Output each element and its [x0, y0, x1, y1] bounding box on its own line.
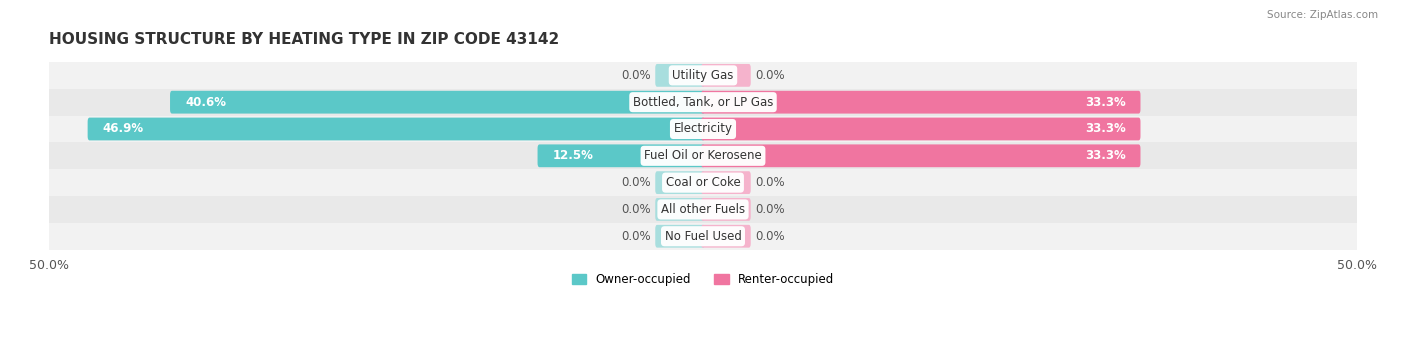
Text: 0.0%: 0.0%: [755, 176, 785, 189]
FancyBboxPatch shape: [702, 64, 751, 87]
FancyBboxPatch shape: [702, 118, 1140, 140]
Bar: [49, 223, 1357, 250]
Bar: [49, 89, 1357, 116]
Text: Bottled, Tank, or LP Gas: Bottled, Tank, or LP Gas: [633, 96, 773, 109]
Text: 0.0%: 0.0%: [621, 69, 651, 82]
Text: No Fuel Used: No Fuel Used: [665, 230, 741, 243]
FancyBboxPatch shape: [702, 171, 751, 194]
FancyBboxPatch shape: [702, 91, 1140, 114]
Text: Fuel Oil or Kerosene: Fuel Oil or Kerosene: [644, 149, 762, 162]
Text: 0.0%: 0.0%: [621, 230, 651, 243]
Text: 0.0%: 0.0%: [755, 203, 785, 216]
FancyBboxPatch shape: [655, 225, 704, 248]
Bar: [49, 143, 1357, 169]
Bar: [49, 169, 1357, 196]
Bar: [49, 116, 1357, 143]
FancyBboxPatch shape: [655, 198, 704, 221]
Text: 0.0%: 0.0%: [755, 230, 785, 243]
Text: HOUSING STRUCTURE BY HEATING TYPE IN ZIP CODE 43142: HOUSING STRUCTURE BY HEATING TYPE IN ZIP…: [49, 32, 560, 47]
FancyBboxPatch shape: [702, 144, 1140, 167]
FancyBboxPatch shape: [655, 171, 704, 194]
Bar: [49, 62, 1357, 89]
Text: 33.3%: 33.3%: [1084, 96, 1125, 109]
Bar: [49, 196, 1357, 223]
FancyBboxPatch shape: [702, 225, 751, 248]
Text: 12.5%: 12.5%: [553, 149, 593, 162]
Text: 33.3%: 33.3%: [1084, 149, 1125, 162]
Legend: Owner-occupied, Renter-occupied: Owner-occupied, Renter-occupied: [567, 268, 839, 291]
Text: 0.0%: 0.0%: [621, 176, 651, 189]
FancyBboxPatch shape: [702, 198, 751, 221]
Text: Utility Gas: Utility Gas: [672, 69, 734, 82]
FancyBboxPatch shape: [655, 64, 704, 87]
Text: Source: ZipAtlas.com: Source: ZipAtlas.com: [1267, 10, 1378, 20]
FancyBboxPatch shape: [87, 118, 704, 140]
Text: Coal or Coke: Coal or Coke: [665, 176, 741, 189]
FancyBboxPatch shape: [537, 144, 704, 167]
Text: 0.0%: 0.0%: [755, 69, 785, 82]
Text: 46.9%: 46.9%: [103, 122, 143, 135]
Text: 33.3%: 33.3%: [1084, 122, 1125, 135]
Text: Electricity: Electricity: [673, 122, 733, 135]
FancyBboxPatch shape: [170, 91, 704, 114]
Text: 40.6%: 40.6%: [186, 96, 226, 109]
Text: 0.0%: 0.0%: [621, 203, 651, 216]
Text: All other Fuels: All other Fuels: [661, 203, 745, 216]
